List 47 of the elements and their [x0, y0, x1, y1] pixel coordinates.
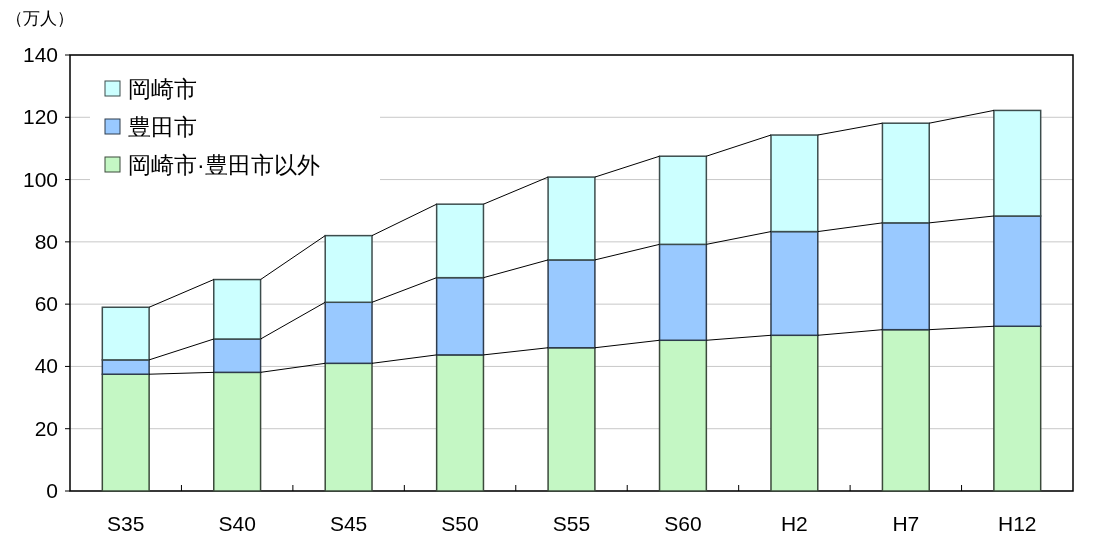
bar [547, 259, 596, 349]
bar [547, 346, 596, 492]
y-axis-title: （万人） [6, 9, 74, 28]
bar [324, 234, 373, 304]
bar [658, 155, 708, 246]
bar [770, 230, 819, 337]
y-tick-label: 80 [34, 229, 58, 253]
bar [324, 301, 373, 365]
bar [658, 243, 708, 342]
bar [658, 339, 708, 492]
x-tick-label: H12 [998, 512, 1037, 535]
bar [881, 222, 930, 331]
bar [101, 373, 150, 492]
bar [435, 203, 485, 279]
x-tick-label: S35 [107, 512, 145, 535]
legend-label: 岡崎市·豊田市以外 [128, 152, 320, 178]
bar [435, 276, 485, 356]
bar [770, 134, 819, 233]
y-tick-label: 60 [34, 292, 58, 316]
y-tick-label: 140 [22, 43, 58, 66]
bar [435, 354, 485, 492]
bar [324, 362, 373, 492]
bar [101, 306, 150, 361]
x-tick-label: S60 [664, 512, 702, 535]
x-tick-label: S50 [441, 512, 479, 535]
y-tick-label: 40 [34, 354, 58, 378]
bar [993, 109, 1042, 217]
bar [213, 338, 262, 374]
y-tick-label: 100 [22, 167, 58, 191]
y-tick-label: 120 [22, 105, 58, 129]
bar [213, 278, 262, 340]
legend-label: 豊田市 [128, 114, 197, 140]
bar [881, 122, 930, 224]
x-tick-label: H7 [892, 512, 920, 535]
x-tick-label: S40 [218, 512, 256, 535]
x-tick-label: S45 [329, 512, 368, 535]
bar [993, 325, 1042, 492]
bar [547, 176, 596, 261]
x-tick-label: H2 [780, 512, 808, 535]
x-tick-label: S55 [552, 512, 591, 535]
bar [993, 215, 1042, 328]
y-tick-label: 20 [34, 416, 58, 440]
bar [881, 328, 930, 492]
y-tick-label: 0 [46, 479, 58, 502]
bar [213, 371, 262, 492]
bar [770, 334, 819, 492]
legend-label: 岡崎市 [128, 76, 197, 102]
